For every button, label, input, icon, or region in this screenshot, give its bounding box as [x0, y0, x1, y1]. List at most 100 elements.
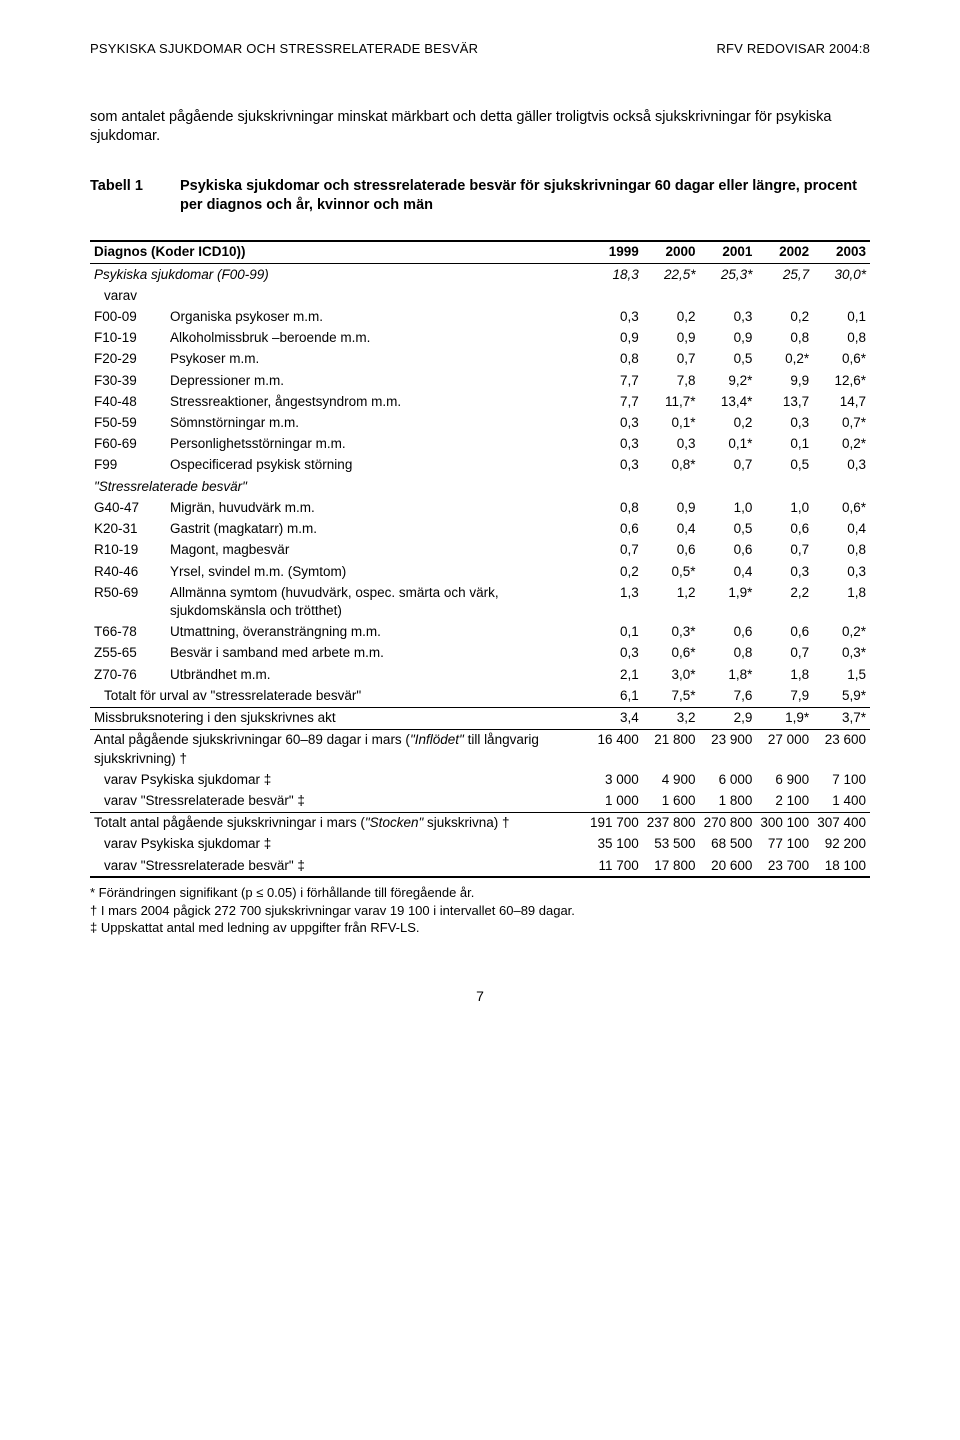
table-row: F00-09Organiska psykoser m.m.0,30,20,30,… — [90, 306, 870, 327]
value-cell: 5,9* — [813, 685, 870, 707]
value-cell: 3 000 — [586, 769, 643, 790]
label-cell: varav "Stressrelaterade besvär" ‡ — [90, 790, 586, 812]
value-cell: 0,7* — [813, 413, 870, 434]
table-row: varav — [90, 285, 870, 306]
col-year: 1999 — [586, 241, 643, 264]
code-cell: F40-48 — [90, 391, 166, 412]
table-row: Z70-76Utbrändhet m.m.2,13,0*1,8*1,81,5 — [90, 664, 870, 685]
value-cell: 27 000 — [756, 729, 813, 769]
value-cell: 0,8 — [813, 540, 870, 561]
header-left: PSYKISKA SJUKDOMAR OCH STRESSRELATERADE … — [90, 40, 478, 58]
table-row: F10-19Alkoholmissbruk –beroende m.m.0,90… — [90, 328, 870, 349]
value-cell: 0,9 — [700, 328, 757, 349]
value-cell: 2,2 — [756, 582, 813, 621]
value-cell: 3,2 — [643, 707, 700, 729]
value-cell: 0,6* — [813, 497, 870, 518]
value-cell: 0,7 — [756, 643, 813, 664]
label-cell: "Stressrelaterade besvär" — [90, 476, 870, 497]
value-cell: 2 100 — [756, 790, 813, 812]
footnotes: * Förändringen signifikant (p ≤ 0.05) i … — [90, 884, 870, 937]
table-row: R40-46Yrsel, svindel m.m. (Symtom)0,20,5… — [90, 561, 870, 582]
value-cell: 7,7 — [586, 391, 643, 412]
value-cell: 0,8 — [586, 497, 643, 518]
label-cell: Sömnstörningar m.m. — [166, 413, 586, 434]
value-cell: 0,4 — [643, 519, 700, 540]
col-year: 2003 — [813, 241, 870, 264]
value-cell: 1 800 — [700, 790, 757, 812]
label-cell: Antal pågående sjukskrivningar 60–89 dag… — [90, 729, 586, 769]
value-cell: 0,6 — [700, 540, 757, 561]
value-cell: 0,5 — [756, 455, 813, 476]
value-cell: 7,9 — [756, 685, 813, 707]
value-cell: 23 900 — [700, 729, 757, 769]
value-cell: 0,3* — [813, 643, 870, 664]
label-cell: Depressioner m.m. — [166, 370, 586, 391]
table-row: Missbruksnotering i den sjukskrivnes akt… — [90, 707, 870, 729]
value-cell: 0,9 — [643, 328, 700, 349]
value-cell: 0,4 — [813, 519, 870, 540]
value-cell: 25,7 — [756, 264, 813, 286]
label-cell: Stressreaktioner, ångestsyndrom m.m. — [166, 391, 586, 412]
value-cell: 191 700 — [586, 812, 643, 834]
value-cell: 0,6 — [756, 519, 813, 540]
value-cell: 0,6* — [813, 349, 870, 370]
table-row: F50-59Sömnstörningar m.m.0,30,1*0,20,30,… — [90, 413, 870, 434]
table-row: Totalt för urval av "stressrelaterade be… — [90, 685, 870, 707]
value-cell: 0,5 — [700, 349, 757, 370]
value-cell: 0,6 — [643, 540, 700, 561]
code-cell: F50-59 — [90, 413, 166, 434]
value-cell: 25,3* — [700, 264, 757, 286]
value-cell: 21 800 — [643, 729, 700, 769]
value-cell: 1,8 — [813, 582, 870, 621]
value-cell: 18,3 — [586, 264, 643, 286]
value-cell: 7,6 — [700, 685, 757, 707]
table-row: F99Ospecificerad psykisk störning0,30,8*… — [90, 455, 870, 476]
value-cell: 3,7* — [813, 707, 870, 729]
value-cell: 0,1 — [813, 306, 870, 327]
value-cell: 1,2 — [643, 582, 700, 621]
value-cell: 2,9 — [700, 707, 757, 729]
code-cell: F30-39 — [90, 370, 166, 391]
value-cell: 0,3 — [586, 413, 643, 434]
value-cell: 0,2 — [700, 413, 757, 434]
value-cell: 18 100 — [813, 855, 870, 877]
label-cell: varav "Stressrelaterade besvär" ‡ — [90, 855, 586, 877]
value-cell: 0,5* — [643, 561, 700, 582]
value-cell: 53 500 — [643, 834, 700, 855]
value-cell: 23 600 — [813, 729, 870, 769]
value-cell: 0,2* — [813, 622, 870, 643]
page-number: 7 — [90, 987, 870, 1006]
code-cell: Z55-65 — [90, 643, 166, 664]
value-cell: 0,1 — [586, 622, 643, 643]
table-row: R10-19Magont, magbesvär0,70,60,60,70,8 — [90, 540, 870, 561]
value-cell: 0,2 — [643, 306, 700, 327]
value-cell: 4 900 — [643, 769, 700, 790]
table-row: Antal pågående sjukskrivningar 60–89 dag… — [90, 729, 870, 769]
value-cell: 3,0* — [643, 664, 700, 685]
value-cell: 0,9 — [643, 497, 700, 518]
table-title: Psykiska sjukdomar och stressrelaterade … — [180, 177, 870, 216]
table-row: F30-39Depressioner m.m.7,77,89,2*9,912,6… — [90, 370, 870, 391]
value-cell: 1,0 — [756, 497, 813, 518]
table-row: Z55-65Besvär i samband med arbete m.m.0,… — [90, 643, 870, 664]
table-number: Tabell 1 — [90, 177, 180, 216]
label-cell: Psykoser m.m. — [166, 349, 586, 370]
code-cell: G40-47 — [90, 497, 166, 518]
value-cell: 0,7 — [700, 455, 757, 476]
code-cell: K20-31 — [90, 519, 166, 540]
label-cell: Personlighetsstörningar m.m. — [166, 434, 586, 455]
footnote: ‡ Uppskattat antal med ledning av uppgif… — [90, 919, 870, 937]
label-cell: Totalt för urval av "stressrelaterade be… — [90, 685, 586, 707]
value-cell: 0,3 — [700, 306, 757, 327]
table-row: "Stressrelaterade besvär" — [90, 476, 870, 497]
value-cell: 11 700 — [586, 855, 643, 877]
value-cell: 16 400 — [586, 729, 643, 769]
value-cell: 1,0 — [700, 497, 757, 518]
value-cell: 0,5 — [700, 519, 757, 540]
value-cell: 20 600 — [700, 855, 757, 877]
value-cell: 0,8 — [756, 328, 813, 349]
table-header-row: Diagnos (Koder ICD10)) 1999 2000 2001 20… — [90, 241, 870, 264]
value-cell: 35 100 — [586, 834, 643, 855]
code-cell: F00-09 — [90, 306, 166, 327]
label-cell: varav Psykiska sjukdomar ‡ — [90, 834, 586, 855]
